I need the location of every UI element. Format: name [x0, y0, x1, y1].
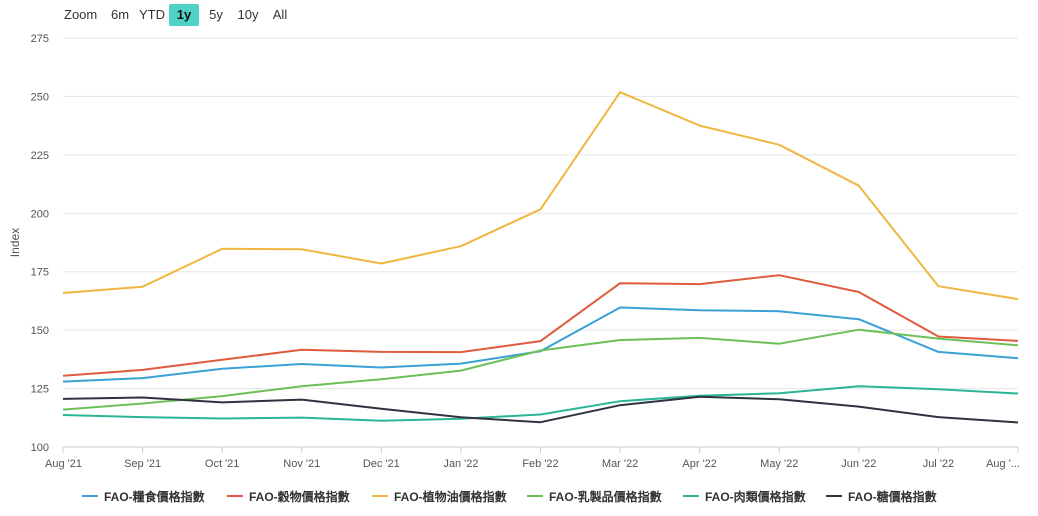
legend-item-3[interactable]: FAO-乳製品價格指數: [527, 487, 662, 505]
legend-label: FAO-糖價格指數: [848, 489, 937, 504]
y-tick-label: 175: [31, 267, 49, 279]
x-tick-label: Aug '21: [45, 458, 82, 470]
legend-item-4[interactable]: FAO-肉類價格指數: [683, 487, 806, 505]
legend-swatch: [372, 495, 388, 497]
legend-item-5[interactable]: FAO-糖價格指數: [826, 487, 937, 505]
legend-swatch: [227, 495, 243, 497]
x-tick-label: Apr '22: [682, 458, 717, 470]
x-tick-label: Mar '22: [602, 458, 638, 470]
line-chart: 100 125 150 175 200 225 250 275 Aug '21 Sep '21 O…: [8, 33, 1020, 470]
zoom-5y-button[interactable]: 5y: [209, 7, 223, 22]
x-tick-label: Dec '21: [363, 458, 400, 470]
y-tick-label: 275: [31, 33, 49, 45]
legend-swatch: [683, 495, 699, 497]
legend-label: FAO-穀物價格指數: [249, 489, 350, 504]
legend-item-2[interactable]: FAO-植物油價格指數: [372, 487, 507, 505]
zoom-ytd-button[interactable]: YTD: [139, 7, 165, 22]
y-tick-label: 225: [31, 150, 49, 162]
x-tick-label: Jun '22: [841, 458, 876, 470]
series-line-1[interactable]: [62, 274, 1019, 377]
x-tick-label: Sep '21: [124, 458, 161, 470]
x-axis-ticks: Aug '21 Sep '21 Oct '21 Nov '21 Dec '21 Jan '…: [45, 447, 1020, 470]
x-tick-label: Oct '21: [205, 458, 240, 470]
legend-swatch: [826, 495, 842, 497]
y-axis-title: Index: [8, 228, 22, 257]
zoom-all-button[interactable]: All: [272, 7, 288, 22]
legend-swatch: [82, 495, 98, 497]
legend-label: FAO-肉類價格指數: [705, 489, 806, 504]
grid-lines: [63, 37, 1018, 390]
zoom-1y-button[interactable]: 1y: [169, 4, 199, 26]
series-line-0[interactable]: [62, 306, 1019, 383]
legend-label: FAO-糧食價格指數: [104, 489, 205, 504]
legend: FAO-糧食價格指數 FAO-穀物價格指數 FAO-植物油價格指數 FAO-乳製品價格…: [0, 484, 1038, 508]
x-tick-label: Nov '21: [283, 458, 320, 470]
x-tick-label: Aug '...: [986, 458, 1020, 470]
x-tick-label: Feb '22: [522, 458, 558, 470]
legend-item-1[interactable]: FAO-穀物價格指數: [227, 487, 350, 505]
series-line-5[interactable]: [62, 395, 1019, 424]
zoom-bar: Zoom 6m YTD 1y 5y 10y All: [0, 0, 400, 30]
legend-label: FAO-植物油價格指數: [394, 489, 507, 504]
series-line-2[interactable]: [62, 91, 1019, 301]
series-line-4[interactable]: [62, 385, 1019, 422]
y-tick-label: 250: [31, 91, 49, 103]
y-tick-label: 125: [31, 384, 49, 396]
y-tick-label: 150: [31, 325, 49, 337]
legend-item-0[interactable]: FAO-糧食價格指數: [82, 487, 205, 505]
x-tick-label: Jul '22: [923, 458, 954, 470]
x-tick-label: May '22: [760, 458, 798, 470]
legend-swatch: [527, 495, 543, 497]
series-line-3[interactable]: [62, 328, 1019, 411]
zoom-6m-button[interactable]: 6m: [110, 7, 130, 22]
x-tick-label: Jan '22: [443, 458, 478, 470]
y-tick-label: 200: [31, 208, 49, 220]
y-tick-label: 100: [31, 442, 49, 454]
series-lines: [62, 91, 1019, 424]
zoom-label: Zoom: [64, 7, 98, 22]
zoom-10y-button[interactable]: 10y: [237, 7, 259, 22]
y-axis-ticks: 100 125 150 175 200 225 250 275: [31, 33, 49, 454]
legend-label: FAO-乳製品價格指數: [549, 489, 662, 504]
